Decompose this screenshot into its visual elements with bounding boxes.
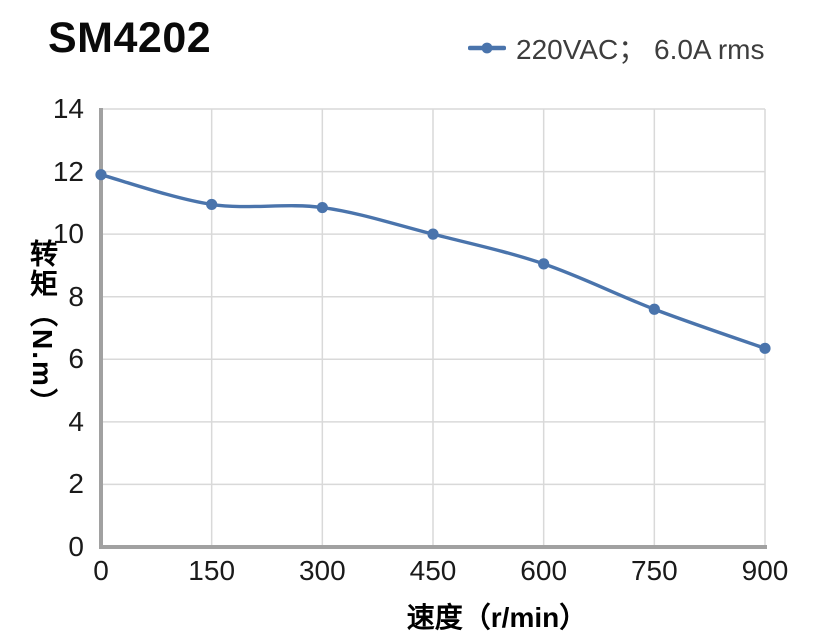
data-point-marker [648, 303, 660, 315]
legend: 220VAC； 6.0A rms [468, 28, 764, 68]
y-tick-label: 4 [68, 405, 84, 437]
y-tick-label: 8 [68, 280, 84, 312]
y-tick-label: 6 [68, 343, 84, 375]
data-point-marker [95, 169, 107, 181]
chart-title: SM4202 [48, 14, 212, 62]
y-tick-label: 10 [52, 218, 84, 250]
data-point-marker [759, 342, 771, 354]
x-tick-label: 750 [630, 555, 678, 586]
y-tick-label: 0 [68, 531, 84, 562]
x-axis-title: 速度（r/min） [406, 602, 588, 633]
legend-dot [481, 42, 493, 54]
y-tick-label: 2 [68, 468, 84, 500]
y-axis-title: 转矩（N.m） [27, 238, 58, 418]
data-point-marker [427, 228, 439, 240]
x-tick-label: 900 [741, 555, 789, 586]
x-tick-label: 300 [298, 555, 346, 586]
legend-label: 220VAC； 6.0A rms [516, 34, 765, 65]
legend-line-marker-icon [468, 42, 506, 54]
data-point-marker [206, 198, 218, 211]
x-tick-label: 450 [409, 555, 457, 586]
y-tick-label: 12 [52, 155, 84, 187]
data-point-marker [538, 258, 550, 270]
x-tick-label: 150 [188, 555, 236, 586]
x-tick-label: 0 [93, 555, 109, 586]
y-tick-label: 14 [52, 93, 84, 124]
data-point-marker [316, 201, 328, 214]
x-tick-label: 600 [520, 555, 568, 586]
